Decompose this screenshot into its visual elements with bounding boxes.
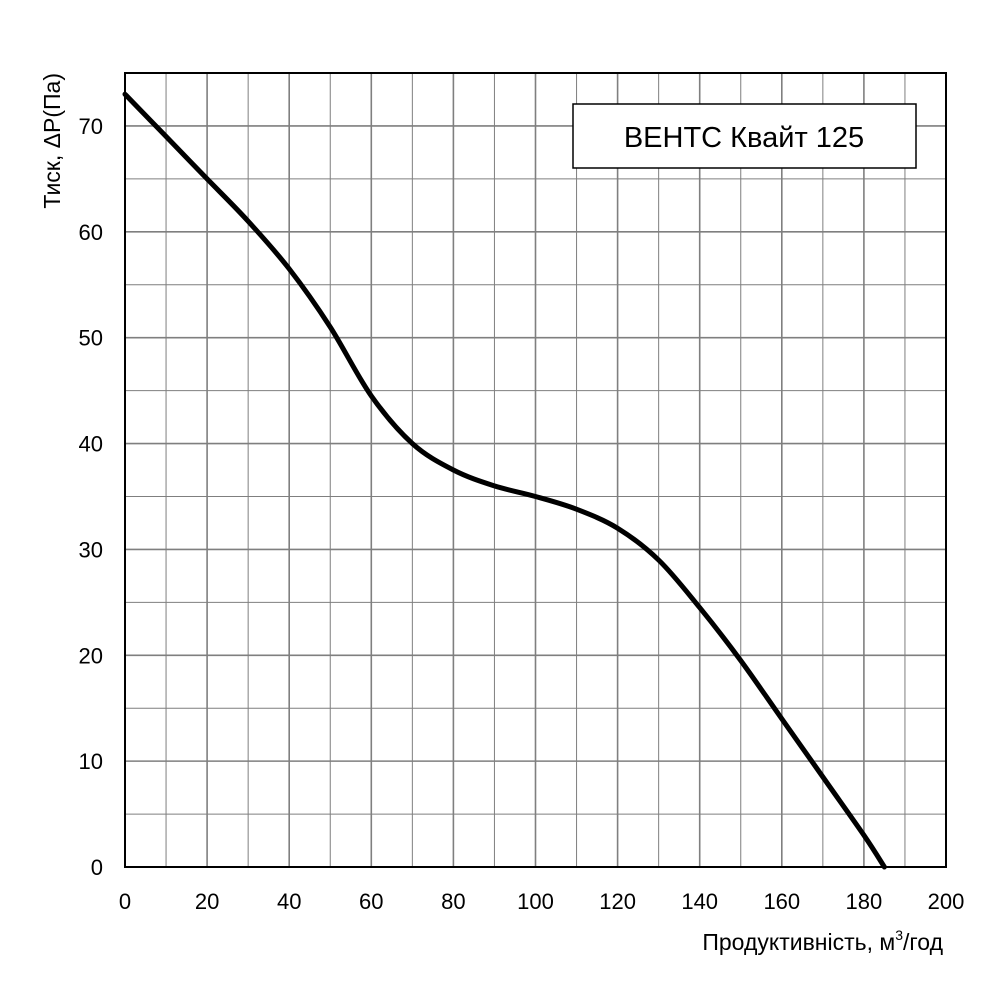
grid-major xyxy=(125,73,946,867)
x-tick-label: 200 xyxy=(928,889,965,914)
y-tick-label: 10 xyxy=(79,749,103,774)
x-tick-label: 140 xyxy=(681,889,718,914)
x-axis-label: Продуктивність, м3/год xyxy=(702,927,943,955)
x-tick-label: 60 xyxy=(359,889,383,914)
legend: ВЕНТС Квайт 125 xyxy=(572,103,917,169)
x-tick-label: 80 xyxy=(441,889,465,914)
x-tick-labels: 0 20 40 60 80 100 120 140 160 180 200 xyxy=(119,889,964,914)
y-tick-label: 20 xyxy=(79,643,103,668)
y-tick-label: 70 xyxy=(79,114,103,139)
x-tick-label: 0 xyxy=(119,889,131,914)
y-tick-labels: 0 10 20 30 40 50 60 70 xyxy=(79,114,103,880)
series-line-venths-quiet-125 xyxy=(122,91,887,870)
y-tick-label: 40 xyxy=(79,432,103,457)
x-tick-label: 100 xyxy=(517,889,554,914)
x-tick-label: 160 xyxy=(763,889,800,914)
x-tick-label: 20 xyxy=(195,889,219,914)
plot-frame xyxy=(124,72,947,868)
y-tick-label: 30 xyxy=(79,537,103,562)
y-tick-label: 0 xyxy=(91,855,103,880)
y-tick-label: 60 xyxy=(79,220,103,245)
y-tick-label: 50 xyxy=(79,326,103,351)
legend-box xyxy=(572,103,917,169)
x-tick-label: 120 xyxy=(599,889,636,914)
x-tick-label: 40 xyxy=(277,889,301,914)
x-tick-label: 180 xyxy=(846,889,883,914)
chart-title: ВЕНТС Квайт 125 xyxy=(624,122,864,154)
y-axis-label: Тиск, ΔP(Па) xyxy=(39,73,65,209)
